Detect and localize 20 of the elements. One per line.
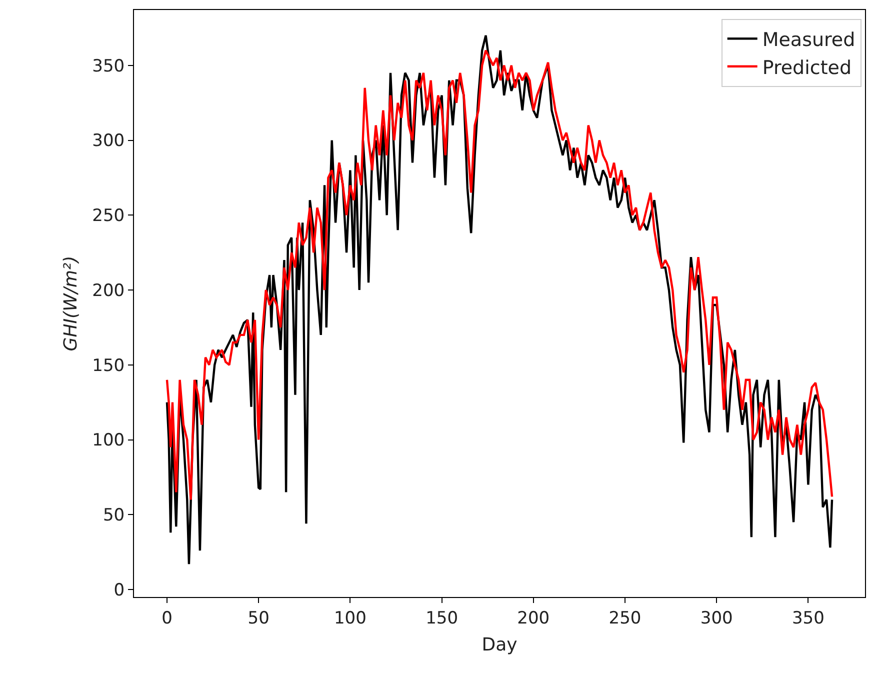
x-tick-label: 200 <box>517 608 550 628</box>
y-tick-label: 100 <box>92 430 125 451</box>
legend-label: Predicted <box>762 56 852 79</box>
y-tick-label: 50 <box>102 506 125 526</box>
y-tick-label: 300 <box>92 131 125 152</box>
x-tick-label: 150 <box>426 608 458 628</box>
y-tick-label: 250 <box>92 206 125 226</box>
x-tick-label: 50 <box>248 608 270 628</box>
x-tick-label: 100 <box>334 608 366 628</box>
y-tick-label: 150 <box>92 356 125 376</box>
x-tick-label: 250 <box>608 608 642 628</box>
x-tick-label: 350 <box>792 608 824 628</box>
legend-label: Measured <box>762 29 856 52</box>
x-tick-label: 300 <box>700 608 733 628</box>
y-axis-title: GHI(W/m²) <box>60 256 82 352</box>
x-axis-title: Day <box>482 634 518 656</box>
y-tick-label: 0 <box>114 580 125 600</box>
x-tick-label: 0 <box>162 608 172 628</box>
y-tick-label: 200 <box>92 280 125 301</box>
y-tick-label: 350 <box>92 56 125 76</box>
